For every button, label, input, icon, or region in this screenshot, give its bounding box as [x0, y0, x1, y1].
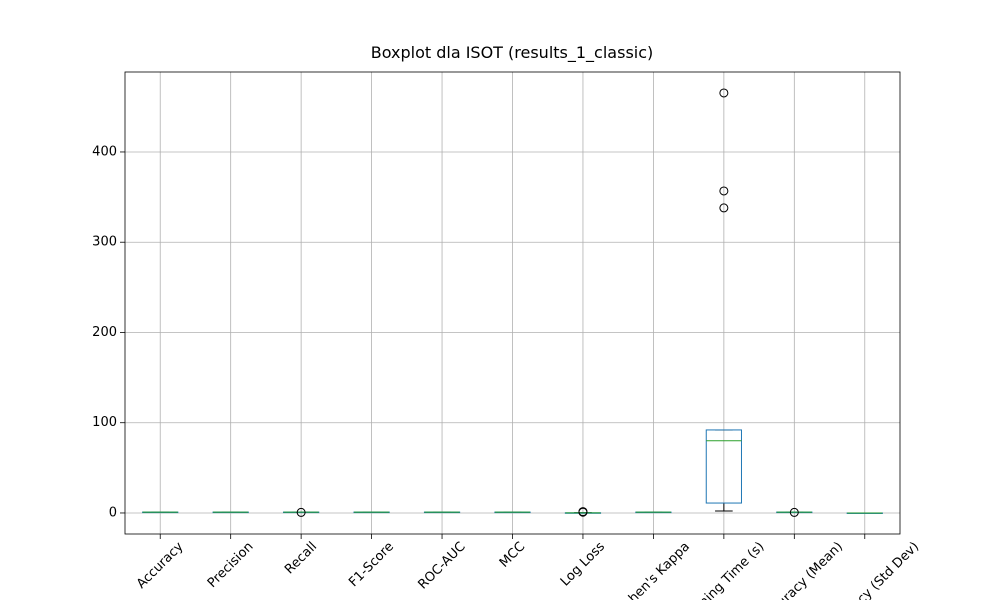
outlier [719, 203, 729, 213]
y-tick-label: 100 [92, 415, 117, 430]
plot-frame [124, 71, 901, 535]
outlier [296, 507, 306, 517]
chart-title: Boxplot dla ISOT (results_1_classic) [371, 43, 654, 63]
outlier [578, 507, 588, 517]
y-tick-label: 400 [92, 144, 117, 159]
y-tick-label: 200 [92, 325, 117, 340]
y-tick-label: 0 [109, 505, 117, 520]
outlier [719, 88, 729, 98]
outlier [719, 186, 729, 196]
y-tick-label: 300 [92, 235, 117, 250]
outlier [789, 507, 799, 517]
box [705, 429, 742, 504]
